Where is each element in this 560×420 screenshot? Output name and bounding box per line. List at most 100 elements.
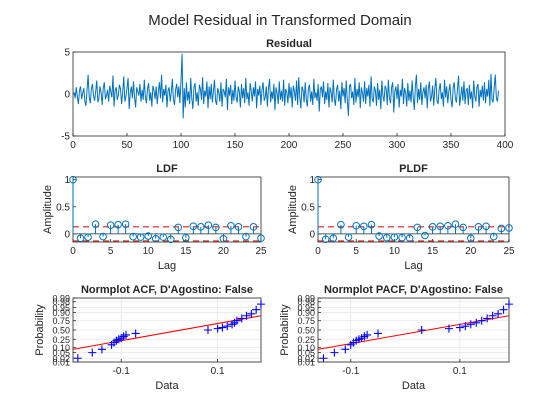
stem-marker (413, 223, 422, 232)
x-tick-label: 150 (227, 140, 244, 151)
data-marker (488, 311, 497, 320)
y-axis-label: Probability (34, 304, 46, 356)
y-tick-label: 0.75 (52, 316, 70, 326)
stem-marker (459, 223, 467, 232)
stem-marker (352, 221, 361, 230)
x-tick-label: 15 (427, 246, 439, 257)
y-tick-label: 0.50 (52, 326, 70, 336)
data-marker (247, 309, 256, 318)
figure-title: Model Residual in Transformed Domain (148, 12, 411, 29)
stem-marker (106, 221, 115, 230)
x-tick-label: 0 (315, 246, 321, 257)
data-marker (203, 326, 212, 334)
stem-marker (136, 233, 145, 241)
data-marker (505, 300, 513, 309)
stem-marker (159, 233, 168, 241)
axes-title: Normplot ACF, D'Agostino: False (81, 284, 253, 296)
axes-title: LDF (156, 163, 178, 175)
stem-marker (99, 232, 107, 241)
y-tick-label: 0.75 (297, 316, 315, 326)
y-tick-label: 0.25 (52, 335, 70, 345)
data-marker (466, 320, 475, 329)
x-tick-label: -0.1 (113, 366, 131, 377)
stem-marker (321, 235, 330, 244)
y-tick-label: 0 (309, 229, 315, 240)
y-tick-label: 0.90 (297, 308, 315, 318)
y-tick-label: 0 (64, 229, 70, 240)
x-tick-label: 100 (173, 140, 190, 151)
stem-marker (121, 220, 130, 228)
data-marker (252, 305, 261, 314)
residual-line (73, 53, 500, 119)
axes-title: PLDF (399, 163, 428, 175)
data-marker (472, 318, 481, 327)
x-tick-label: 25 (503, 246, 515, 257)
x-tick-label: 250 (335, 140, 352, 151)
y-tick-label: 1 (64, 175, 70, 186)
data-marker (232, 316, 241, 325)
axes-title: Normplot PACF, D'Agostino: False (324, 284, 503, 296)
stem-marker (367, 220, 376, 229)
stem-marker (197, 223, 205, 231)
x-axis-label: Lag (404, 260, 422, 272)
stem-marker (182, 233, 190, 242)
y-tick-label: 0.10 (297, 343, 315, 353)
reference-line (317, 315, 510, 350)
y-tick-label: 0.02 (52, 354, 70, 364)
x-tick-label: 200 (281, 140, 298, 151)
stem-marker (329, 234, 338, 243)
x-tick-label: 400 (497, 140, 514, 151)
stem-marker (219, 234, 228, 243)
y-tick-label: 0.98 (52, 297, 70, 307)
axes-box (317, 176, 510, 243)
x-tick-label: -0.1 (342, 366, 360, 377)
x-tick-label: 20 (218, 246, 230, 257)
x-axis-label: Data (402, 380, 426, 392)
data-marker (97, 345, 106, 354)
normplot-acf-axes: -0.1 0.10.010.020.050.100.250.500.750.900… (34, 284, 265, 392)
data-marker (341, 345, 350, 354)
stem-marker (249, 223, 258, 231)
stem-marker (189, 222, 198, 231)
stem-marker (174, 223, 183, 232)
stem-marker (421, 231, 429, 240)
stem-marker (114, 220, 122, 229)
stem-marker (390, 233, 399, 241)
stem-marker (84, 233, 92, 241)
x-tick-label: 0.1 (453, 366, 467, 377)
stem-marker (76, 234, 85, 243)
x-axis-label: Data (155, 380, 179, 392)
data-marker (218, 323, 227, 332)
y-tick-label: 0.01 (52, 358, 70, 368)
stem-marker (234, 223, 243, 231)
data-marker (88, 348, 97, 357)
stem-marker (382, 233, 391, 242)
data-marker (374, 329, 383, 338)
data-marker (461, 322, 470, 331)
normplot-pacf-axes: -0.1 0.10.010.020.050.100.250.500.750.900… (279, 284, 513, 392)
x-tick-label: 5 (353, 246, 359, 257)
stem-marker (337, 220, 345, 229)
stem-marker (227, 221, 235, 230)
y-tick-label: 0.98 (297, 297, 315, 307)
data-marker (363, 330, 372, 339)
stem-marker (474, 223, 483, 231)
stem-marker (482, 222, 490, 231)
data-marker (73, 354, 82, 363)
stem-marker (444, 221, 452, 230)
data-marker (477, 316, 486, 325)
data-marker (319, 354, 328, 363)
y-tick-label: -5 (61, 132, 70, 143)
x-tick-label: 5 (108, 246, 114, 257)
data-marker (257, 300, 265, 309)
y-tick-label: 0.99 (297, 294, 315, 304)
y-tick-label: 0.95 (52, 303, 70, 313)
stem-marker (314, 175, 322, 184)
x-tick-label: 350 (443, 140, 460, 151)
stem-marker (212, 223, 220, 232)
y-tick-label: 0.50 (297, 326, 315, 336)
stem-marker (166, 235, 175, 244)
x-tick-label: 10 (389, 246, 401, 257)
